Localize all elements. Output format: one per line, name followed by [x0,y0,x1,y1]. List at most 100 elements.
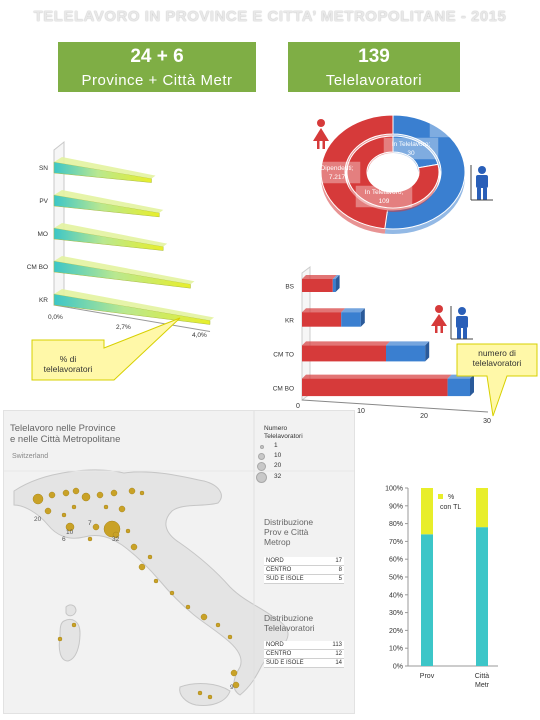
map-dot-7 [128,487,136,495]
provinces-count: 24 + 6 [130,46,184,67]
dist1-region-nord: NORD [266,558,284,564]
chart1-bar-top-KR [54,289,214,321]
chart4-category-label: Metr [475,682,490,689]
dist2-title: Distribuzione Telelavoratori [264,613,315,633]
donut-label-inner-male-value: 30 [407,150,415,157]
donut-label-inner-female-title: In Telelavoro; [365,189,404,196]
chart3-tick-label: 30 [483,418,491,425]
chart3-bar-CM TO-series-0 [302,345,386,362]
map-dot-31 [57,636,63,642]
chart4-bar-0-series-0 [421,534,433,666]
chart3-bar-top-CM TO-1 [386,341,430,346]
dist1-title: Distribuzione Prov e Città Metrop [264,517,313,547]
teleworkers-count: 139 [358,46,390,67]
dist2-title-line2: Telelavoratori [264,623,315,633]
donut-label-outer-male-box [429,115,485,138]
chart1-tick-label: 4,0% [192,332,207,339]
map-dot-label: 10 [66,529,74,536]
map-dots: 20 10 7 6 32 9 [32,487,240,700]
chart4-tick-label: 100% [385,486,403,493]
map-dot-27 [215,622,221,628]
map-dot-20 [130,543,138,551]
chart1-bar-PV [53,194,160,218]
chart4-tick-label: 60% [389,557,403,564]
chart1-category-label: SN [39,165,48,172]
map-dot-label: 6 [62,536,66,543]
map-dot-2 [62,489,70,497]
legend-item-20: 20 [274,462,282,469]
chart1-bar-KR [53,293,211,325]
table-row: NORD 113 [264,641,344,650]
dist2-region-nord: NORD [266,642,284,648]
chart4-tick-label: 30% [389,610,403,617]
chart3-bar-top-BS-1 [332,275,340,279]
callout-right-line1: numero di [478,348,516,358]
map-dot-26 [200,613,208,621]
chart1-bar-top-CM BO [54,256,195,285]
male-person-icon [470,165,493,201]
map-dot-6 [110,489,118,497]
female-person-icon [313,119,329,149]
table-row: SUD E ISOLE 5 [264,575,344,584]
chart1-bar-MO [53,227,164,251]
chart4-tick-label: 50% [389,575,403,582]
chart1-bar-top-SN [54,157,156,179]
table-row: CENTRO 12 [264,650,344,659]
map-dot-3 [72,487,80,495]
map-dot-label: 9 [230,684,234,691]
table-row: SUD E ISOLE 14 [264,659,344,668]
map-dot-4 [81,492,91,502]
chart4-bar-1-series-0 [476,527,488,666]
donut-label-inner-female-box [355,185,413,208]
corsica-shape [65,604,77,617]
provinces-count-box: 24 + 6 Province + Città Metr [58,42,256,92]
provinces-label: Province + Città Metr [81,72,233,89]
chart3-bar-CM BO-series-1 [447,378,470,397]
chart3-bar-BS-series-0 [302,279,333,292]
dist1-value-centro: 8 [338,567,342,573]
donut-label-outer-male-title: Dipendenti; [441,119,474,126]
callout-left-line2: telelavoratori [43,364,93,374]
chart4-tick-label: 90% [389,503,403,510]
chart1-category-label: PV [39,198,48,205]
country-label: Switzerland [12,453,49,460]
legend-item-1: 1 [274,442,278,449]
callout-right-line2: telelavoratori [472,358,522,368]
map-dot-19 [87,536,93,542]
map-dot-15 [92,523,100,531]
legend-item-32: 32 [274,473,282,480]
male-person-icon-2 [450,306,473,340]
chart4-legend-swatch [438,494,443,499]
map-dot-1 [48,491,56,499]
dist1-title-line2: Prov e Città [264,527,309,537]
map-dot-28 [227,634,233,640]
donut-label-outer-female-box [313,161,361,184]
chart3-tick-label: 10 [357,408,365,415]
map-dot-label: 7 [88,520,92,527]
map-legend-title: Numero Telelavoratori [264,425,303,440]
map-dot-32 [71,622,77,628]
map-dot-11 [103,504,109,510]
map-dot-30 [232,681,240,689]
employees-donut-chart: Dipendenti; 7.761 Dipendenti; 7.217 In Telel… [313,114,485,234]
sicily-shape [179,683,231,706]
chart3-bar-top-CM BO-0 [302,374,452,379]
female-person-icon-2 [431,305,447,333]
dist2-value-sud: 14 [335,660,342,666]
chart3-bar-CM TO-series-1 [386,345,426,362]
chart1-bar-top-MO [54,223,168,247]
chart4-tick-label: 70% [389,539,403,546]
chart4-tick-label: 10% [389,646,403,653]
chart1-bar-CM BO [53,260,191,289]
chart1-bar-SN [53,161,152,183]
callout-left-shape [31,317,181,381]
chart3-category-label: KR [285,317,294,324]
percent-stacked-chart: 0% 10% 20% 30% 40% 50% 60% 70% 80% 90% 100% Prov Cit… [385,486,498,689]
map-dot-25 [185,604,191,610]
chart4-bar-0-series-1 [421,488,433,535]
italy-map-panel: 20 10 7 6 32 9 Telelavoro nelle Province e ne… [3,410,355,714]
chart4-category-label: Città [475,673,490,680]
callout-left: % di telelavoratori [34,354,102,374]
chart1-category-label: KR [39,297,48,304]
map-dot-10 [71,504,77,510]
